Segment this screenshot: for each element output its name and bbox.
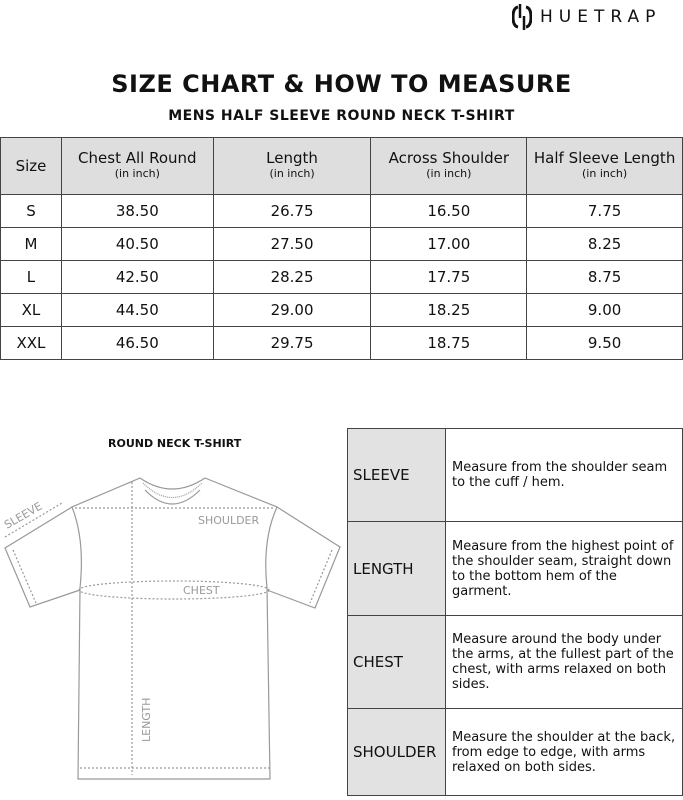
brand-name: HUETRAP (540, 7, 662, 27)
column-header: Half Sleeve Length (in inch) (526, 137, 683, 195)
column-label: Half Sleeve Length (533, 149, 676, 167)
table-cell: 38.50 (60, 194, 214, 228)
table-cell: 46.50 (60, 326, 214, 360)
column-unit: (in inch) (582, 167, 628, 180)
column-label: Across Shoulder (388, 149, 510, 167)
tshirt-diagram: SHOULDER CHEST LENGTH SLEEVE (2, 477, 341, 780)
table-cell: 40.50 (60, 227, 214, 261)
table-cell: 9.50 (526, 326, 683, 360)
table-cell: M (0, 227, 62, 261)
table-cell: 29.75 (212, 326, 372, 360)
table-cell: 9.00 (526, 293, 683, 327)
table-cell: 27.50 (212, 227, 372, 261)
guide-row: CHEST Measure around the body under the a… (347, 615, 683, 709)
length-label: LENGTH (140, 698, 153, 742)
table-cell: 16.50 (370, 194, 528, 228)
column-label: Size (15, 157, 47, 175)
page-subtitle: MENS HALF SLEEVE ROUND NECK T-SHIRT (168, 108, 515, 124)
column-unit: (in inch) (426, 167, 472, 180)
table-cell: 18.75 (370, 326, 528, 360)
column-header: Length (in inch) (212, 137, 372, 195)
column-header: Across Shoulder (in inch) (370, 137, 528, 195)
table-cell: XL (0, 293, 62, 327)
brand-logo: HUETRAP (512, 4, 661, 30)
guide-row: SLEEVE Measure from the shoulder seam to … (347, 428, 683, 522)
table-cell: XXL (0, 326, 62, 360)
table-cell: 17.75 (370, 260, 528, 294)
table-cell: 18.25 (370, 293, 528, 327)
table-cell: 17.00 (370, 227, 528, 261)
table-cell: L (0, 260, 62, 294)
guide-text: Measure the shoulder at the back, from e… (445, 708, 683, 796)
chest-label: CHEST (183, 584, 220, 597)
guide-row: LENGTH Measure from the highest point of … (347, 521, 683, 616)
table-cell: 7.75 (526, 194, 683, 228)
guide-label: CHEST (347, 615, 446, 709)
size-chart-table: Size Chest All Round (in inch) Length (in in… (0, 137, 683, 360)
table-cell: 29.00 (212, 293, 372, 327)
table-row: S 38.50 26.75 16.50 7.75 (0, 194, 683, 228)
guide-label: LENGTH (347, 521, 446, 616)
table-cell: 44.50 (60, 293, 214, 327)
table-cell: 26.75 (212, 194, 372, 228)
table-cell: 8.75 (526, 260, 683, 294)
column-unit: (in inch) (114, 167, 160, 180)
table-cell: 8.25 (526, 227, 683, 261)
column-unit: (in inch) (269, 167, 315, 180)
table-row: M 40.50 27.50 17.00 8.25 (0, 227, 683, 261)
shoulder-label: SHOULDER (198, 514, 260, 527)
table-row: XL 44.50 29.00 18.25 9.00 (0, 293, 683, 327)
guide-text: Measure from the shoulder seam to the cu… (445, 428, 683, 522)
measure-guide-table: SLEEVE Measure from the shoulder seam to … (347, 428, 683, 796)
huetrap-logo-icon (512, 4, 532, 30)
guide-row: SHOULDER Measure the shoulder at the back… (347, 708, 683, 796)
table-cell: 42.50 (60, 260, 214, 294)
table-cell: S (0, 194, 62, 228)
guide-label: SHOULDER (347, 708, 446, 796)
column-header: Chest All Round (in inch) (60, 137, 214, 195)
column-label: Chest All Round (78, 149, 197, 167)
table-cell: 28.25 (212, 260, 372, 294)
diagram-title: ROUND NECK T-SHIRT (108, 437, 242, 450)
guide-label: SLEEVE (347, 428, 446, 522)
table-row: L 42.50 28.25 17.75 8.75 (0, 260, 683, 294)
column-header: Size (0, 137, 62, 195)
guide-text: Measure from the highest point of the sh… (445, 521, 683, 616)
column-label: Length (266, 149, 318, 167)
table-row: XXL 46.50 29.75 18.75 9.50 (0, 326, 683, 360)
page-title: SIZE CHART & HOW TO MEASURE (111, 70, 572, 98)
guide-text: Measure around the body under the arms, … (445, 615, 683, 709)
